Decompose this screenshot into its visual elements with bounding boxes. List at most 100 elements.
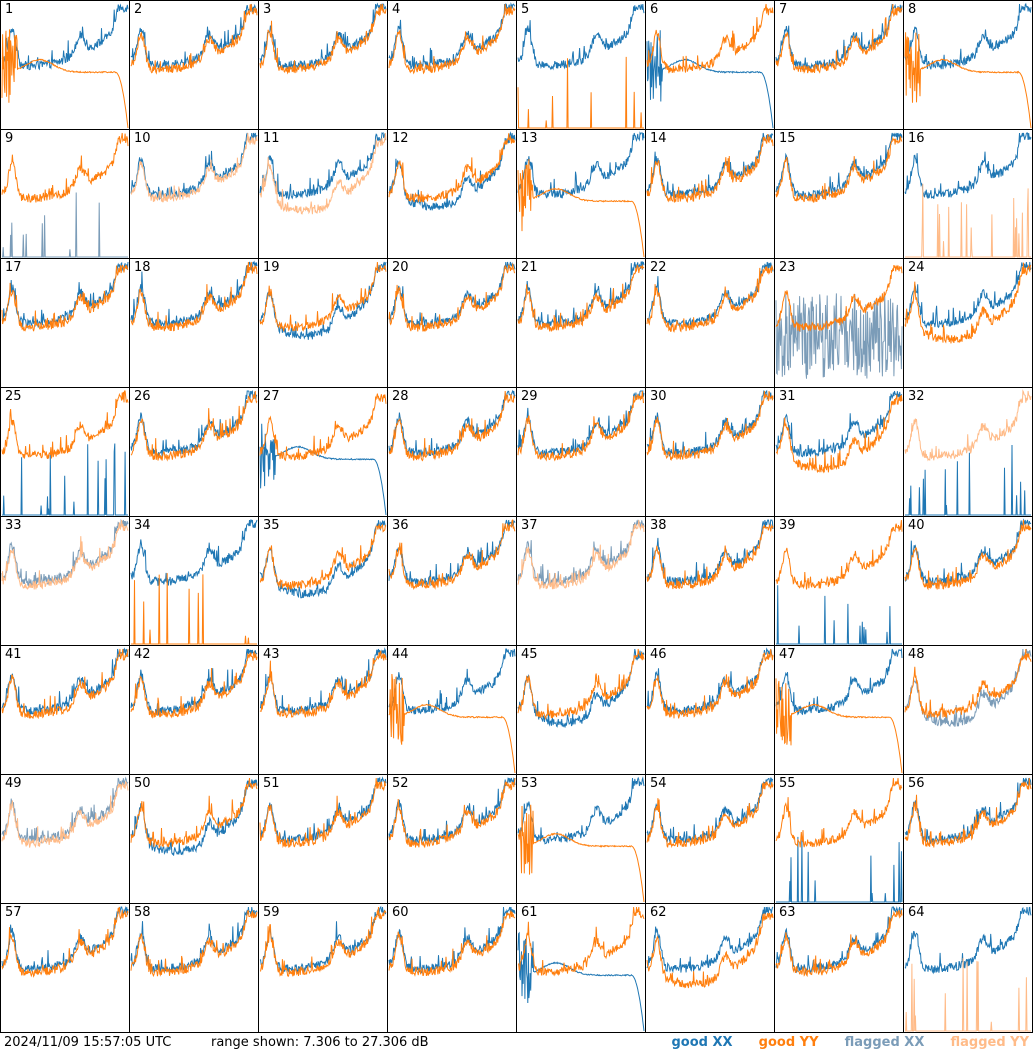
series-yy: [646, 3, 774, 74]
panel-plot: [388, 131, 516, 211]
panel-plot: [130, 777, 258, 856]
series-yy: [388, 777, 516, 849]
panel-number: 44: [392, 647, 409, 662]
panel-23: 23: [774, 258, 904, 388]
panel-40: 40: [903, 516, 1033, 646]
panel-47: 47: [774, 645, 904, 775]
panel-58: 58: [129, 903, 259, 1033]
panel-plot: [646, 777, 774, 849]
panel-plot: [130, 260, 258, 332]
panel-9: 9: [0, 129, 130, 259]
series-xx: [904, 906, 1032, 975]
panel-32: 32: [903, 387, 1033, 517]
panel-1: 1: [0, 0, 130, 130]
panel-number: 9: [5, 131, 14, 146]
panel-plot: [904, 2, 1032, 129]
series-xx: [904, 648, 1032, 728]
panel-3: 3: [258, 0, 388, 130]
panel-11: 11: [258, 129, 388, 259]
series-xx: [259, 520, 387, 599]
panel-48: 48: [903, 645, 1033, 775]
panel-plot: [259, 776, 387, 849]
series-xx: [1, 261, 129, 329]
series-yy: [130, 390, 258, 462]
panel-number: 49: [5, 776, 22, 791]
panel-7: 7: [774, 0, 904, 130]
panel-plot: [1, 647, 129, 720]
panel-49: 49: [0, 774, 130, 904]
panel-number: 56: [908, 776, 925, 791]
panel-60: 60: [387, 903, 517, 1033]
series-yy: [517, 159, 645, 258]
panel-plot: [130, 3, 258, 75]
panel-number: 45: [521, 647, 538, 662]
series-yy: [1, 132, 129, 203]
panel-22: 22: [645, 258, 775, 388]
series-xx: [388, 389, 516, 458]
panel-plot: [388, 906, 516, 977]
range-text: range shown: 7.306 to 27.306 dB: [211, 1035, 429, 1050]
series-xx: [646, 906, 774, 974]
panel-plot: [130, 519, 258, 645]
series-yy: [388, 390, 516, 462]
series-yy: [388, 3, 516, 75]
series-yy: [646, 134, 774, 203]
legend-good-yy: good YY: [758, 1035, 819, 1050]
series-xx: [775, 390, 902, 458]
footer: 2024/11/09 15:57:05 UTC range shown: 7.3…: [0, 1033, 1033, 1053]
series-yy: [517, 519, 645, 590]
panel-number: 55: [779, 776, 796, 791]
series-xx: [646, 30, 774, 129]
series-yy: [131, 573, 257, 645]
panel-64: 64: [903, 903, 1033, 1033]
series-yy: [259, 523, 387, 591]
series-yy: [517, 264, 645, 332]
series-xx: [259, 905, 387, 974]
panel-plot: [775, 647, 903, 774]
panel-plot: [517, 776, 645, 903]
panel-number: 17: [5, 260, 22, 275]
series-xx: [259, 132, 387, 201]
series-yy: [517, 56, 644, 129]
panel-25: 25: [0, 387, 130, 517]
panel-number: 35: [263, 518, 280, 533]
series-yy: [646, 780, 774, 849]
series-yy: [259, 132, 387, 215]
series-yy: [904, 648, 1032, 719]
panel-number: 63: [779, 905, 796, 920]
panel-2: 2: [129, 0, 259, 130]
series-yy: [130, 777, 258, 850]
panel-plot: [130, 906, 258, 978]
panel-plot: [1, 261, 129, 332]
panel-number: 24: [908, 260, 925, 275]
series-yy: [388, 133, 516, 203]
panel-plot: [130, 390, 258, 462]
panel-plot: [646, 906, 774, 989]
panel-plot: [904, 389, 1032, 516]
series-yy: [1, 29, 129, 129]
panel-plot: [904, 777, 1032, 848]
panel-plot: [388, 777, 516, 849]
legend-flagged-yy: flagged YY: [950, 1035, 1030, 1050]
panel-plot: [259, 2, 387, 75]
panel-plot: [904, 518, 1032, 591]
panel-number: 50: [134, 776, 151, 791]
panel-plot: [775, 390, 903, 474]
series-xx: [904, 261, 1032, 329]
panel-51: 51: [258, 774, 388, 904]
panel-plot: [388, 389, 516, 462]
panel-43: 43: [258, 645, 388, 775]
panel-50: 50: [129, 774, 259, 904]
panel-8: 8: [903, 0, 1033, 130]
panel-number: 7: [779, 2, 788, 17]
panel-number: 21: [521, 260, 538, 275]
series-xx: [130, 132, 258, 201]
panel-number: 62: [650, 905, 667, 920]
legend-good-xx: good XX: [671, 1035, 733, 1050]
panel-17: 17: [0, 258, 130, 388]
panel-number: 8: [908, 2, 917, 17]
series-yy: [904, 519, 1032, 591]
panel-number: 54: [650, 776, 667, 791]
series-yy: [775, 264, 903, 332]
panel-53: 53: [516, 774, 646, 904]
